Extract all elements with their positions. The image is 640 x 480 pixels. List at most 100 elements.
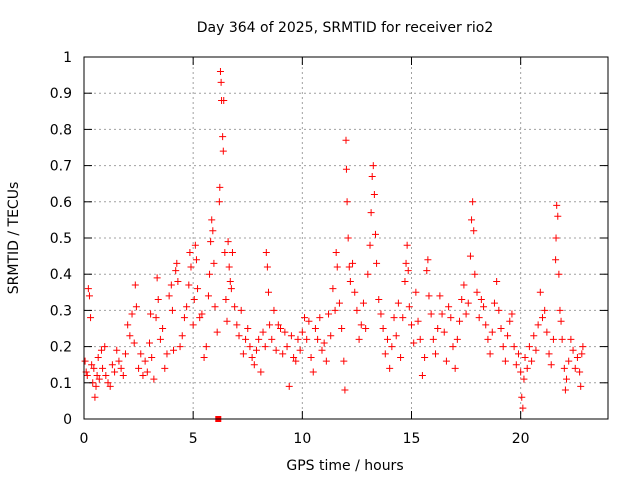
data-point	[445, 303, 453, 311]
data-point	[248, 353, 256, 361]
data-point	[303, 335, 311, 343]
x-tick-label: 20	[512, 431, 530, 447]
data-point	[294, 335, 302, 343]
data-point	[285, 382, 293, 390]
data-point	[217, 78, 225, 86]
data-point	[174, 277, 182, 285]
data-point	[468, 216, 476, 224]
data-point	[353, 306, 361, 314]
data-point	[519, 404, 527, 412]
data-point	[480, 303, 488, 311]
data-point	[124, 321, 132, 329]
data-point	[369, 162, 377, 170]
data-point	[567, 335, 575, 343]
data-point	[381, 350, 389, 358]
y-axis-label: SRMTID / TECUs	[6, 182, 22, 295]
data-point	[210, 259, 218, 267]
data-point	[408, 321, 415, 329]
data-point	[119, 372, 127, 380]
data-point	[453, 335, 461, 343]
data-point	[219, 147, 227, 155]
data-point	[333, 263, 341, 271]
data-point	[392, 332, 400, 340]
data-point	[322, 357, 330, 365]
data-point	[147, 310, 155, 318]
data-point	[402, 259, 410, 267]
data-point	[111, 368, 119, 376]
data-point	[90, 364, 98, 372]
data-point	[281, 328, 289, 336]
x-tick-label: 5	[189, 431, 198, 447]
data-point	[488, 328, 496, 336]
data-point	[486, 350, 494, 358]
data-point	[106, 382, 114, 390]
data-point	[183, 303, 191, 311]
data-point	[143, 368, 151, 376]
data-point	[390, 314, 398, 322]
data-point	[462, 310, 470, 318]
tick-labels: 00.10.20.30.40.50.60.70.80.910 5 10 15 20	[50, 50, 530, 447]
data-point	[190, 296, 198, 304]
data-point	[194, 285, 202, 293]
data-point	[497, 325, 505, 332]
data-point	[394, 299, 402, 307]
data-point	[577, 382, 585, 390]
data-point	[228, 248, 236, 256]
data-point	[172, 267, 180, 275]
data-point	[523, 364, 531, 372]
data-point	[264, 288, 272, 296]
data-point	[215, 198, 223, 206]
data-point	[235, 332, 243, 340]
data-point	[552, 234, 560, 242]
data-point	[576, 368, 584, 376]
data-point	[449, 343, 457, 351]
data-point	[456, 317, 464, 325]
data-point	[342, 165, 350, 173]
data-point	[257, 368, 265, 376]
data-point	[233, 321, 241, 329]
data-point	[418, 372, 426, 380]
data-point	[311, 325, 319, 332]
data-point	[93, 372, 101, 380]
y-tick-label: 0.5	[50, 231, 72, 247]
y-tick-label: 0.6	[50, 195, 72, 211]
data-point	[83, 372, 91, 380]
data-point	[279, 350, 287, 358]
data-point	[536, 288, 544, 296]
data-point	[532, 346, 540, 354]
data-point	[185, 281, 193, 289]
y-tick-label: 1	[63, 50, 72, 66]
data-point	[429, 335, 437, 343]
data-point	[447, 314, 455, 322]
data-point	[255, 335, 263, 343]
data-point	[477, 296, 485, 304]
y-tick-label: 0	[63, 412, 72, 428]
data-point	[423, 267, 431, 275]
data-point	[198, 310, 206, 318]
data-point	[208, 216, 216, 224]
data-point	[534, 321, 542, 329]
data-point	[173, 259, 181, 267]
data-point	[388, 343, 396, 351]
data-point	[130, 339, 138, 347]
data-points	[81, 67, 587, 422]
data-point	[191, 241, 199, 249]
data-point	[154, 296, 162, 304]
data-point	[510, 343, 518, 351]
data-point	[520, 375, 528, 383]
data-point	[244, 325, 252, 332]
data-point	[141, 357, 149, 365]
data-point	[343, 198, 351, 206]
chart-title: Day 364 of 2025, SRMTID for receiver rio…	[197, 20, 494, 36]
data-point	[316, 314, 324, 322]
data-point	[97, 346, 105, 354]
data-point	[377, 310, 385, 318]
data-point	[213, 328, 221, 336]
data-point	[298, 328, 306, 336]
data-point	[493, 277, 501, 285]
data-point	[167, 281, 175, 289]
data-point	[379, 325, 387, 332]
data-point	[163, 350, 171, 358]
data-point	[460, 281, 468, 289]
data-point	[471, 270, 479, 278]
